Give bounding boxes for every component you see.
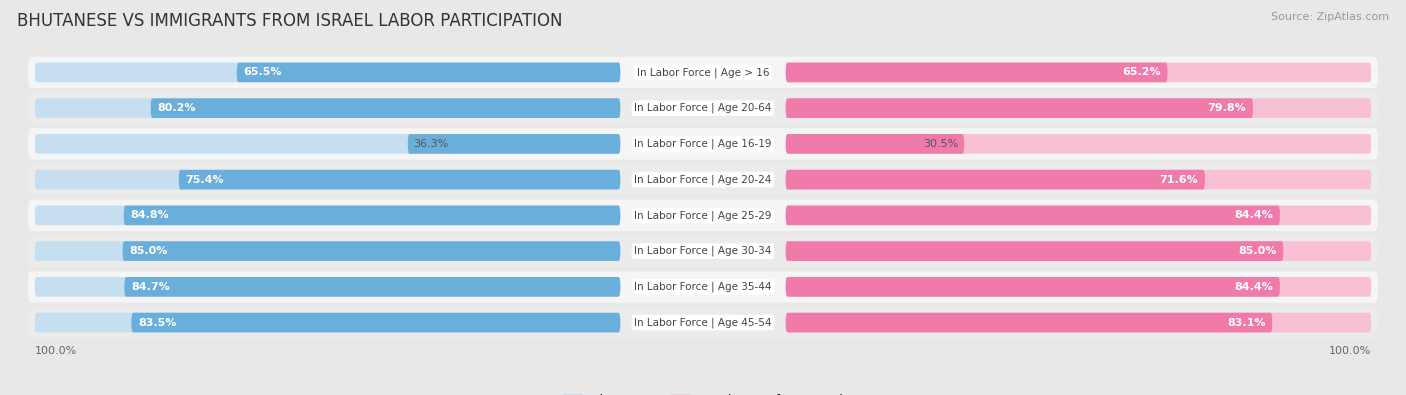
FancyBboxPatch shape [35,313,620,333]
FancyBboxPatch shape [28,128,1378,160]
FancyBboxPatch shape [35,205,620,225]
Text: In Labor Force | Age 30-34: In Labor Force | Age 30-34 [634,246,772,256]
FancyBboxPatch shape [786,98,1371,118]
FancyBboxPatch shape [124,205,620,225]
FancyBboxPatch shape [28,271,1378,303]
Text: In Labor Force | Age > 16: In Labor Force | Age > 16 [637,67,769,78]
FancyBboxPatch shape [28,92,1378,124]
Text: Source: ZipAtlas.com: Source: ZipAtlas.com [1271,12,1389,22]
FancyBboxPatch shape [35,62,620,82]
Text: 100.0%: 100.0% [1329,346,1371,356]
FancyBboxPatch shape [28,57,1378,88]
FancyBboxPatch shape [786,170,1205,190]
Text: 85.0%: 85.0% [129,246,167,256]
Text: 100.0%: 100.0% [35,346,77,356]
Text: In Labor Force | Age 35-44: In Labor Force | Age 35-44 [634,282,772,292]
Text: 65.5%: 65.5% [243,68,283,77]
FancyBboxPatch shape [786,205,1279,225]
FancyBboxPatch shape [35,98,620,118]
Text: 84.8%: 84.8% [131,211,169,220]
FancyBboxPatch shape [35,170,620,190]
Text: 75.4%: 75.4% [186,175,225,184]
FancyBboxPatch shape [150,98,620,118]
Text: 30.5%: 30.5% [924,139,959,149]
FancyBboxPatch shape [786,313,1272,333]
Text: 84.7%: 84.7% [131,282,170,292]
FancyBboxPatch shape [236,62,620,82]
Text: BHUTANESE VS IMMIGRANTS FROM ISRAEL LABOR PARTICIPATION: BHUTANESE VS IMMIGRANTS FROM ISRAEL LABO… [17,12,562,30]
FancyBboxPatch shape [786,62,1167,82]
Text: 85.0%: 85.0% [1239,246,1277,256]
FancyBboxPatch shape [786,134,965,154]
FancyBboxPatch shape [786,170,1371,190]
Text: 84.4%: 84.4% [1234,282,1272,292]
FancyBboxPatch shape [28,164,1378,196]
FancyBboxPatch shape [786,277,1279,297]
Text: 79.8%: 79.8% [1208,103,1246,113]
Text: In Labor Force | Age 25-29: In Labor Force | Age 25-29 [634,210,772,221]
FancyBboxPatch shape [786,277,1371,297]
FancyBboxPatch shape [35,277,620,297]
FancyBboxPatch shape [28,307,1378,338]
Text: 83.1%: 83.1% [1227,318,1265,327]
Text: 80.2%: 80.2% [157,103,195,113]
FancyBboxPatch shape [408,134,620,154]
Text: 84.4%: 84.4% [1234,211,1272,220]
FancyBboxPatch shape [786,313,1371,333]
Text: In Labor Force | Age 16-19: In Labor Force | Age 16-19 [634,139,772,149]
FancyBboxPatch shape [786,62,1371,82]
Text: In Labor Force | Age 20-24: In Labor Force | Age 20-24 [634,174,772,185]
FancyBboxPatch shape [28,199,1378,231]
FancyBboxPatch shape [35,241,620,261]
FancyBboxPatch shape [179,170,620,190]
FancyBboxPatch shape [786,241,1284,261]
FancyBboxPatch shape [786,134,1371,154]
FancyBboxPatch shape [131,313,620,333]
FancyBboxPatch shape [124,277,620,297]
Text: 36.3%: 36.3% [413,139,449,149]
Text: 65.2%: 65.2% [1122,68,1160,77]
Text: In Labor Force | Age 20-64: In Labor Force | Age 20-64 [634,103,772,113]
Legend: Bhutanese, Immigrants from Israel: Bhutanese, Immigrants from Israel [564,394,842,395]
FancyBboxPatch shape [786,205,1371,225]
Text: 71.6%: 71.6% [1160,175,1198,184]
FancyBboxPatch shape [28,235,1378,267]
Text: 83.5%: 83.5% [138,318,177,327]
Text: In Labor Force | Age 45-54: In Labor Force | Age 45-54 [634,317,772,328]
FancyBboxPatch shape [786,98,1253,118]
FancyBboxPatch shape [786,241,1371,261]
FancyBboxPatch shape [122,241,620,261]
FancyBboxPatch shape [35,134,620,154]
